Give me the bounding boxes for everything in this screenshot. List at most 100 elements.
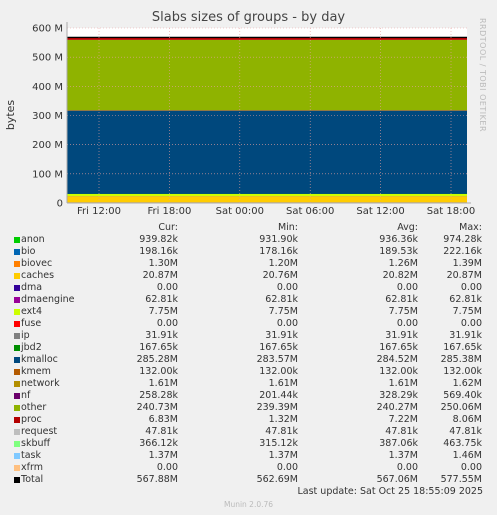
legend-swatch xyxy=(14,369,20,375)
x-tick-label: Fri 18:00 xyxy=(147,206,191,217)
legend-avg: 0.00 xyxy=(396,282,418,293)
legend-max: 577.55M xyxy=(440,474,482,485)
legend-name: xfrm xyxy=(21,462,43,473)
legend-swatch xyxy=(14,321,20,327)
legend-swatch xyxy=(14,393,20,399)
legend-avg: 1.61M xyxy=(388,378,418,389)
legend-swatch xyxy=(14,465,20,471)
legend-row-xfrm: xfrm 0.00 0.00 0.00 0.00 xyxy=(14,462,484,474)
legend-cur: 1.37M xyxy=(148,450,178,461)
legend-max: 132.00k xyxy=(443,366,482,377)
legend-min: 167.65k xyxy=(259,342,298,353)
legend-min: 1.32M xyxy=(268,414,298,425)
legend-name: anon xyxy=(21,234,45,245)
chart-canvas: 0 100 M 200 M 300 M 400 M 500 M 600 M Fri 12:0… xyxy=(4,22,475,217)
legend-row-dma: dma 0.00 0.00 0.00 0.00 xyxy=(14,282,484,294)
area-proc xyxy=(67,37,467,40)
legend-max: 167.65k xyxy=(443,342,482,353)
legend-swatch xyxy=(14,417,20,423)
area-caches xyxy=(67,196,467,203)
legend-max: 0.00 xyxy=(460,318,482,329)
x-tick-label: Sat 18:00 xyxy=(427,206,475,217)
legend-max: 7.75M xyxy=(452,306,482,317)
legend-avg: 20.82M xyxy=(382,270,418,281)
legend-avg: 240.27M xyxy=(376,402,418,413)
legend-avg: 284.52M xyxy=(376,354,418,365)
legend-swatch xyxy=(14,249,20,255)
legend-swatch xyxy=(14,285,20,291)
legend-max: 0.00 xyxy=(460,462,482,473)
legend-name: skbuff xyxy=(21,438,51,449)
legend-cur: 20.87M xyxy=(142,270,178,281)
grid-lines xyxy=(67,27,467,203)
legend-min: 7.75M xyxy=(268,306,298,317)
y-tick-label: 200 M xyxy=(32,140,63,151)
legend-row-bio: bio 198.16k 178.16k 189.53k 222.16k xyxy=(14,246,484,258)
legend-cur: 1.30M xyxy=(148,258,178,269)
y-tick-label: 600 M xyxy=(32,24,63,35)
legend-cur: 31.91k xyxy=(145,330,178,341)
legend-max: 285.38M xyxy=(440,354,482,365)
legend-cur: 240.73M xyxy=(136,402,178,413)
header-cur: Cur: xyxy=(158,222,178,233)
y-tick-label: 100 M xyxy=(32,169,63,180)
legend-name: caches xyxy=(21,270,55,281)
y-tick-labels: 0 100 M 200 M 300 M 400 M 500 M 600 M xyxy=(32,24,63,210)
legend-cur: 366.12k xyxy=(139,438,178,449)
legend-max: 250.06M xyxy=(440,402,482,413)
legend-avg: 167.65k xyxy=(379,342,418,353)
legend-min: 20.76M xyxy=(262,270,298,281)
legend-min: 1.37M xyxy=(268,450,298,461)
legend-cur: 567.88M xyxy=(136,474,178,485)
legend-swatch xyxy=(14,441,20,447)
legend-row-kmem: kmem 132.00k 132.00k 132.00k 132.00k xyxy=(14,366,484,378)
legend-cur: 132.00k xyxy=(139,366,178,377)
header-avg: Avg: xyxy=(397,222,418,233)
legend-row-skbuff: skbuff 366.12k 315.12k 387.06k 463.75k xyxy=(14,438,484,450)
legend-min: 0.00 xyxy=(276,318,298,329)
legend-swatch xyxy=(14,273,20,279)
legend-cur: 198.16k xyxy=(139,246,178,257)
legend-cur: 167.65k xyxy=(139,342,178,353)
legend-max: 1.62M xyxy=(452,378,482,389)
y-tick-label: 500 M xyxy=(32,53,63,64)
legend-swatch xyxy=(14,429,20,435)
legend-row-request: request 47.81k 47.81k 47.81k 47.81k xyxy=(14,426,484,438)
legend-name: bio xyxy=(21,246,36,257)
legend-max: 31.91k xyxy=(449,330,482,341)
legend-max: 62.81k xyxy=(449,294,482,305)
legend-avg: 7.22M xyxy=(388,414,418,425)
legend-cur: 62.81k xyxy=(145,294,178,305)
legend-min: 62.81k xyxy=(265,294,298,305)
legend-row-proc: proc 6.83M 1.32M 7.22M 8.06M xyxy=(14,414,484,426)
legend-avg: 0.00 xyxy=(396,318,418,329)
legend-swatch xyxy=(14,261,20,267)
y-tick-label: 0 xyxy=(57,199,63,210)
legend-max: 0.00 xyxy=(460,282,482,293)
legend-name: kmalloc xyxy=(21,354,58,365)
legend-avg: 387.06k xyxy=(379,438,418,449)
legend-name: nf xyxy=(21,390,31,401)
x-tick-label: Fri 12:00 xyxy=(77,206,121,217)
legend-min: 315.12k xyxy=(259,438,298,449)
legend-row-anon: anon 939.82k 931.90k 936.36k 974.28k xyxy=(14,234,484,246)
legend-avg: 132.00k xyxy=(379,366,418,377)
legend-swatch xyxy=(14,309,20,315)
legend-swatch xyxy=(14,381,20,387)
header-max: Max: xyxy=(459,222,482,233)
legend-cur: 0.00 xyxy=(156,318,178,329)
legend-swatch xyxy=(14,477,20,483)
legend-swatch xyxy=(14,297,20,303)
legend-name: biovec xyxy=(21,258,53,269)
legend-max: 1.39M xyxy=(452,258,482,269)
legend-name: jbd2 xyxy=(21,342,42,353)
legend-min: 201.44k xyxy=(259,390,298,401)
legend-name: Total xyxy=(21,474,44,485)
legend-name: ip xyxy=(21,330,30,341)
legend-row-ext4: ext4 7.75M 7.75M 7.75M 7.75M xyxy=(14,306,484,318)
legend-row-task: task 1.37M 1.37M 1.37M 1.46M xyxy=(14,450,484,462)
legend-avg: 1.26M xyxy=(388,258,418,269)
legend-name: ext4 xyxy=(21,306,43,317)
legend-row-ip: ip 31.91k 31.91k 31.91k 31.91k xyxy=(14,330,484,342)
legend-row-kmalloc: kmalloc 285.28M 283.57M 284.52M 285.38M xyxy=(14,354,484,366)
